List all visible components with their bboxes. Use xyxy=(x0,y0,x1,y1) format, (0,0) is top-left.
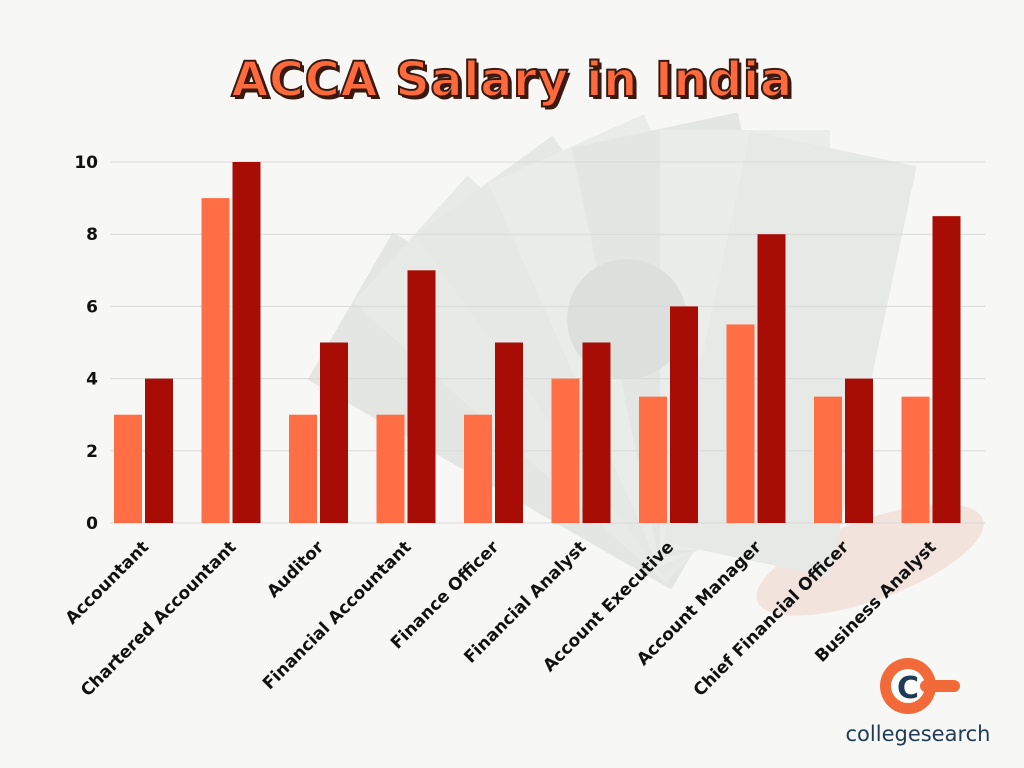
x-category-label: Accountant xyxy=(62,537,153,628)
svg-text:C: C xyxy=(897,671,919,706)
y-tick-label: 6 xyxy=(86,297,98,317)
x-category-label: Auditor xyxy=(263,537,328,602)
y-tick-label: 10 xyxy=(74,153,98,173)
x-category-label: Financial Accountant xyxy=(259,537,415,693)
chart-title: ACCA Salary in India xyxy=(230,51,793,109)
bar-series-2 xyxy=(232,162,261,523)
bar-series-1 xyxy=(726,324,755,523)
bar-series-2 xyxy=(670,306,698,523)
x-category-label: Chartered Accountant xyxy=(77,537,240,700)
bar-series-2 xyxy=(845,378,873,523)
bar-series-2 xyxy=(320,342,348,523)
bars xyxy=(114,162,961,523)
bar-series-1 xyxy=(376,414,405,523)
bar-series-2 xyxy=(582,342,611,523)
logo-c-icon: C xyxy=(880,658,960,714)
bar-series-1 xyxy=(901,396,930,523)
bar-series-2 xyxy=(757,234,786,523)
bar-series-2 xyxy=(145,378,173,523)
bar-series-1 xyxy=(289,414,317,523)
x-category-label: Chief Financial Officer xyxy=(690,537,854,701)
bar-series-1 xyxy=(114,414,142,523)
bar-series-1 xyxy=(814,396,842,523)
bar-series-1 xyxy=(201,198,230,523)
bar-series-2 xyxy=(495,342,523,523)
y-tick-label: 4 xyxy=(86,370,98,390)
bar-series-1 xyxy=(464,414,492,523)
collegesearch-logo: C collegesearch xyxy=(838,652,998,752)
y-tick-label: 2 xyxy=(86,442,98,462)
bar-series-1 xyxy=(639,396,667,523)
bar-series-2 xyxy=(407,270,436,523)
y-tick-label: 0 xyxy=(86,514,98,534)
y-axis-ticks: 0 2 4 6 8 10 xyxy=(74,153,98,534)
logo-text: collegesearch xyxy=(845,722,991,746)
bar-series-1 xyxy=(551,378,580,523)
bar-series-2 xyxy=(932,216,961,523)
y-tick-label: 8 xyxy=(86,225,98,245)
